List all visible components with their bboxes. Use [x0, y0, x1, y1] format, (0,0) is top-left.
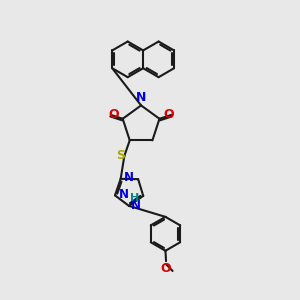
Text: O: O — [109, 108, 119, 121]
Text: H: H — [130, 193, 139, 203]
Text: N: N — [118, 188, 128, 201]
Text: O: O — [161, 262, 171, 275]
Text: N: N — [124, 172, 134, 184]
Text: O: O — [163, 108, 174, 121]
Text: S: S — [116, 149, 125, 162]
Text: N: N — [131, 199, 141, 212]
Text: N: N — [136, 91, 146, 104]
